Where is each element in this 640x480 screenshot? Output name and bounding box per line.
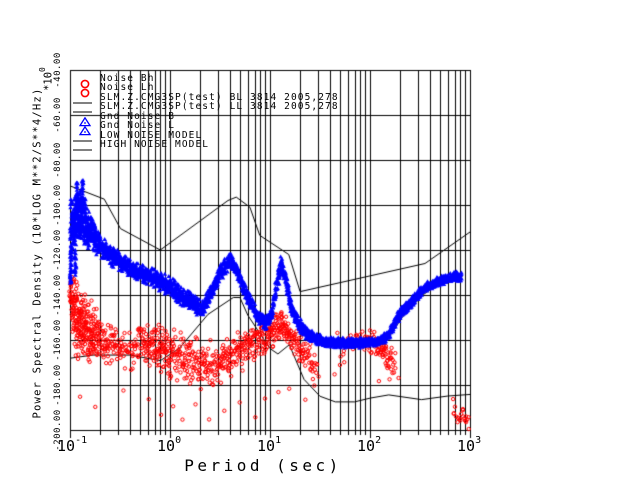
x-tick-base: 10 [457,437,476,455]
x-tick-exp: 3 [475,435,482,446]
line-marker-icon [73,102,92,103]
legend-symbol-black-line [72,131,94,141]
x-tick-exp: 0 [175,435,182,446]
legend-symbol-red-circle [72,74,94,88]
legend-symbol-black-line [72,93,94,103]
legend-label: LOW NOISE MODEL [100,129,203,141]
legend-label: SLM.Z.CMG3SP(test) LL 3814 2005,278 [100,101,339,112]
legend-label: Noise Lh [100,82,155,93]
legend-symbol-black-line [72,140,94,151]
x-tick-label: 10-1 [57,435,101,457]
line-marker-icon [73,111,92,113]
legend-label: SLM.Z.CMG3SP(test) BL 3814 2005,278 [100,91,339,103]
legend-label: HIGH NOISE MODEL [100,139,210,150]
legend-symbol-black-line [72,102,94,113]
x-tick-base: 10 [57,437,76,455]
y-axis-title: Power Spectral Density (10*LOG M**2/S**4… [31,87,44,419]
x-tick-base: 10 [257,437,276,455]
legend-label: Gnd Noise B [100,110,176,122]
x-tick-exp: 2 [375,435,382,446]
y-tick-label: -40.00 [53,52,63,88]
x-tick-exp: 1 [275,435,282,446]
x-tick-label: 101 [257,435,301,457]
x-tick-label: 100 [157,435,201,457]
gnd-noise-marker-icon [78,116,92,126]
legend-symbol-blue-triangle [72,121,94,136]
x-axis-title: Period (sec) [184,456,342,475]
x-tick-base: 10 [357,437,376,455]
x-tick-exp: -1 [75,435,88,446]
line-marker-icon [73,149,92,151]
legend-symbol-blue-triangle [72,112,94,126]
legend-label: Noise Bh [100,72,155,84]
x-tick-label: 103 [457,435,501,457]
legend-symbol-red-circle [72,83,94,98]
y-axis-multiplier: *100 [38,56,55,102]
y-axis-multiplier-exp: 0 [38,67,47,72]
x-tick-label: 102 [357,435,401,457]
noise-marker-icon [80,79,90,88]
x-tick-base: 10 [157,437,176,455]
gnd-noise-marker-icon [78,125,92,136]
legend-label: Gnd Noise L [100,120,176,131]
line-marker-icon [73,140,92,141]
noise-marker-icon [80,88,90,98]
